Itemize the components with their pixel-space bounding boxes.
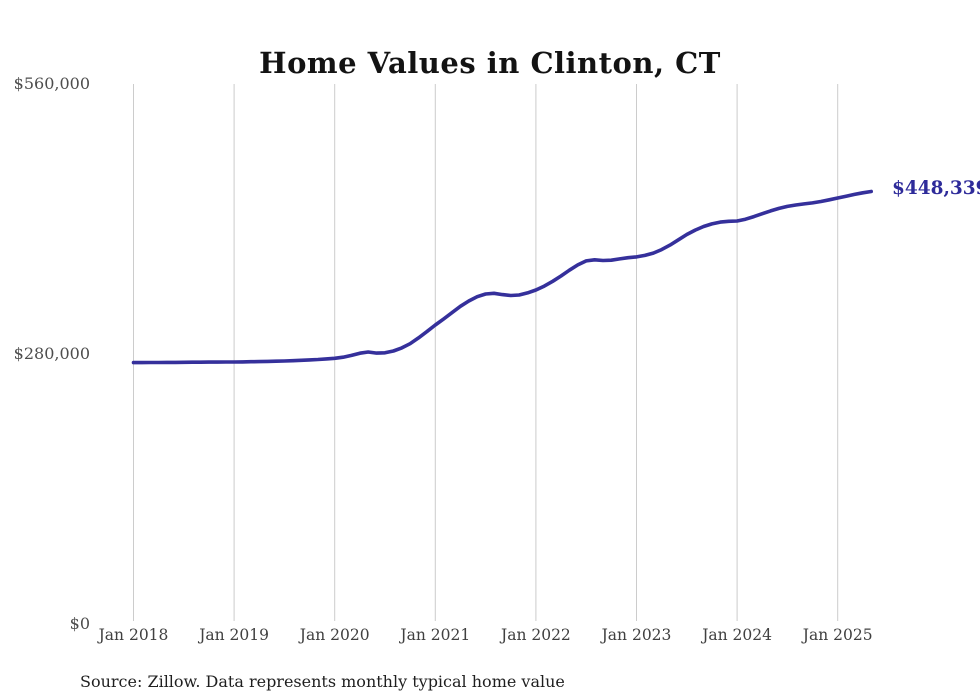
x-axis-tick-label: Jan 2024 bbox=[702, 626, 772, 644]
page-title: Home Values in Clinton, CT bbox=[259, 46, 721, 81]
y-axis-tick-label: $560,000 bbox=[13, 74, 90, 93]
x-axis-tick-label: Jan 2022 bbox=[500, 626, 571, 644]
latest-value-label: $448,339 bbox=[892, 178, 980, 200]
home-value-line-series bbox=[131, 189, 874, 365]
x-axis-tick-label: Jan 2021 bbox=[400, 626, 471, 644]
x-axis-tick-label: Jan 2018 bbox=[98, 626, 169, 644]
x-axis-tick-label: Jan 2019 bbox=[199, 626, 269, 644]
x-axis-tick-label: Jan 2025 bbox=[802, 626, 873, 644]
x-axis-tick-label: Jan 2020 bbox=[299, 626, 370, 644]
x-axis-tick-label: Jan 2023 bbox=[601, 626, 672, 644]
y-axis-tick-label: $280,000 bbox=[13, 343, 90, 363]
y-axis-tick-label: $0 bbox=[69, 614, 90, 633]
source-note: Source: Zillow. Data represents monthly … bbox=[80, 672, 565, 691]
